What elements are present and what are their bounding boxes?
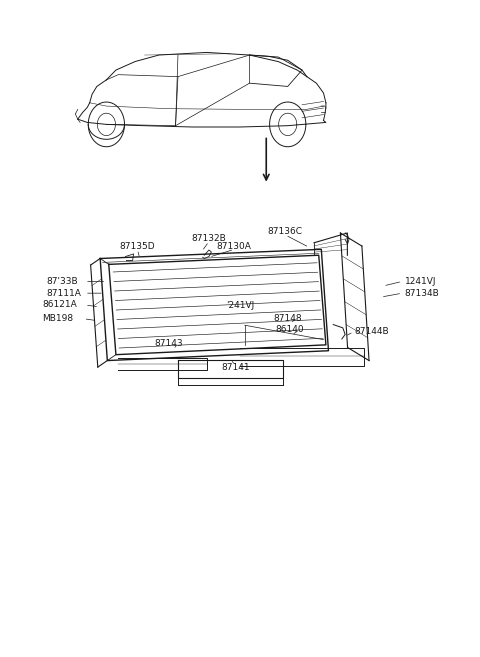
Text: 87141: 87141 [221, 363, 250, 373]
Text: 86121A: 86121A [42, 300, 77, 309]
Text: 87148: 87148 [274, 313, 302, 323]
Text: '241VJ: '241VJ [226, 301, 254, 310]
Text: 87132B: 87132B [192, 234, 227, 242]
Text: 86140: 86140 [276, 325, 304, 334]
Text: 87'33B: 87'33B [47, 277, 78, 286]
Text: 87144B: 87144B [355, 327, 389, 336]
Text: MB198: MB198 [42, 314, 73, 323]
Text: 87136C: 87136C [268, 227, 303, 236]
Text: 87135D: 87135D [120, 242, 155, 250]
Text: 87130A: 87130A [217, 242, 252, 250]
Text: 87134B: 87134B [405, 288, 439, 298]
Text: 1241VJ: 1241VJ [405, 277, 436, 286]
Text: 87111A: 87111A [47, 288, 82, 298]
Text: 87143: 87143 [154, 339, 183, 348]
